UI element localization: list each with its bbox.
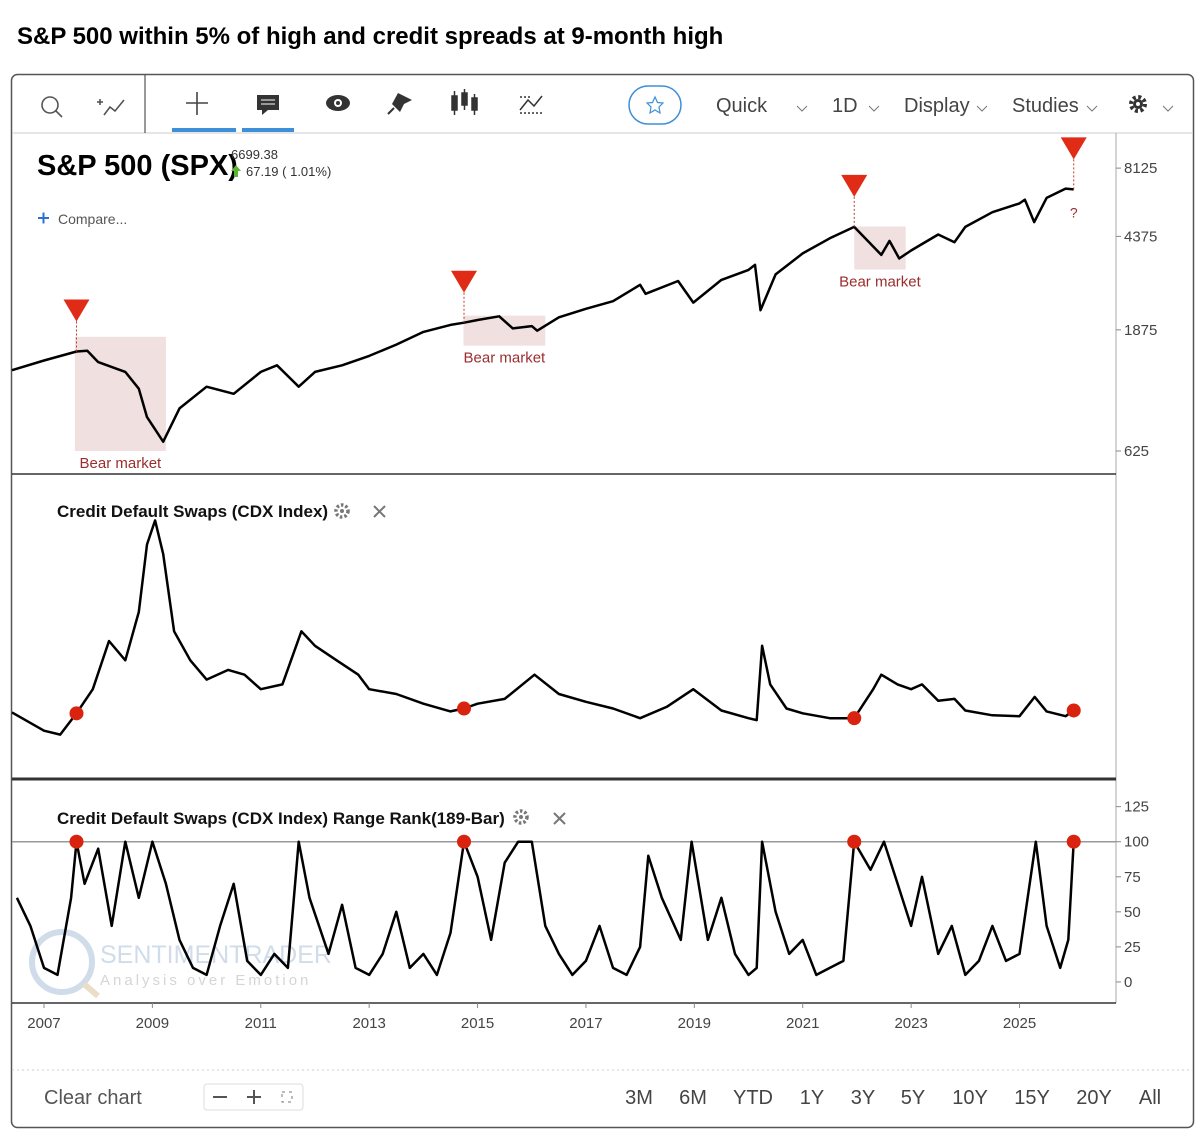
signal-dot [69,834,84,849]
chevron [976,105,988,112]
study-settings[interactable] [334,503,350,519]
indicator-icon[interactable] [97,99,125,116]
signal-dot [847,834,862,849]
signal-triangle [841,174,868,197]
y-tick-label: 625 [1124,443,1149,460]
y-tick-label: 4375 [1124,228,1157,245]
price-change: 67.19 ( 1.01%) [246,164,331,179]
up-arrow [231,165,241,177]
watermark-logo [29,929,95,995]
page-title: S&P 500 within 5% of high and credit spr… [17,23,723,50]
chevron [868,105,880,112]
range-button[interactable]: 6M [679,1087,707,1109]
watermark-tagline: Analysis over Emotion [100,972,311,989]
range-button[interactable]: 3Y [851,1087,875,1109]
watermark: SENTIMENTRADER Analysis over Emotion [29,929,332,999]
x-tick-label: 2011 [245,1015,277,1032]
range-button[interactable]: YTD [733,1087,773,1109]
star-icon [645,95,665,115]
range-button[interactable]: 3M [625,1087,653,1109]
watermark-logo [82,981,100,999]
toolbar-item[interactable]: Display [904,95,970,117]
x-tick-label: 2015 [461,1015,494,1032]
settings-icon[interactable] [1129,95,1147,113]
toolbar-item[interactable]: Studies [1012,95,1079,117]
y-tick-label: 75 [1124,869,1141,886]
x-tick-label: 2025 [1003,1015,1036,1032]
y-tick-label: 25 [1124,939,1141,956]
x-tick-label: 2007 [27,1015,60,1032]
signal-dot [69,706,84,721]
active-tab [242,128,294,132]
zoom-in[interactable] [247,1090,261,1104]
x-tick-label: 2019 [678,1015,711,1032]
y-tick-label: 1875 [1124,322,1157,339]
range-button[interactable]: 15Y [1014,1087,1050,1109]
bear-market-span [74,336,166,452]
signal-dot [847,711,862,726]
span-label: Bear market [464,350,547,367]
clear-chart[interactable]: Clear chart [44,1087,142,1109]
watermark-name: SENTIMENTRADER [100,941,332,969]
x-tick-label: 2013 [352,1015,385,1032]
compare-icon[interactable] [519,95,543,114]
x-tick-label: 2023 [894,1015,927,1032]
bear-market-span [854,226,906,270]
y-tick-label: 125 [1124,799,1149,816]
eye-icon[interactable] [326,95,350,111]
pin-icon[interactable] [387,93,412,115]
x-tick-label: 2009 [136,1015,169,1032]
study-close[interactable] [373,505,386,518]
compare-link[interactable]: Compare... [58,211,127,227]
study-title: Credit Default Swaps (CDX Index) Range R… [57,809,505,828]
signal-dot [457,701,472,716]
symbol-title: S&P 500 (SPX) [37,150,238,182]
range-button[interactable]: 10Y [952,1087,988,1109]
range-button[interactable]: 1Y [800,1087,824,1109]
fullscreen[interactable] [281,1091,293,1103]
study-close[interactable] [553,812,566,825]
span-label: Bear market [80,455,163,472]
y-tick-label: 8125 [1124,160,1157,177]
range-button[interactable]: All [1139,1087,1161,1109]
toolbar: Quick 1D Display Studies [12,75,1193,134]
chart-frame [10,73,1195,1129]
signal-triangle [451,270,478,293]
range-button[interactable]: 20Y [1076,1087,1112,1109]
signal-dot [457,834,472,849]
signal-triangle [63,299,90,322]
compare-plus[interactable] [38,212,49,224]
y-tick-label: 50 [1124,904,1141,921]
toolbar-item[interactable]: 1D [832,95,858,117]
signal-triangle [1060,137,1087,160]
study-settings[interactable] [513,809,529,825]
search-icon[interactable] [41,96,63,118]
series-line [11,187,1074,443]
favorite-button[interactable] [628,85,682,125]
crosshair-icon[interactable] [186,92,208,115]
toolbar-item[interactable]: Quick [716,95,768,117]
y-tick-label: 100 [1124,834,1149,851]
comment-icon[interactable] [257,95,279,115]
range-button[interactable]: 5Y [901,1087,925,1109]
candles-icon[interactable] [451,89,478,115]
x-tick-label: 2021 [786,1015,819,1032]
y-tick-label: 0 [1124,974,1132,991]
series-line [15,840,1075,977]
last-price: 6699.38 [231,147,278,162]
span-label: Bear market [839,274,922,291]
chevron [796,105,808,112]
x-tick-label: 2017 [569,1015,602,1032]
study-title: Credit Default Swaps (CDX Index) [57,502,328,521]
annotation: ? [1070,205,1078,221]
signal-dot [1066,834,1081,849]
chevron [1162,105,1174,112]
active-tab [172,128,236,132]
signal-dot [1066,703,1081,718]
series-line [11,519,1075,736]
chevron [1086,105,1098,112]
